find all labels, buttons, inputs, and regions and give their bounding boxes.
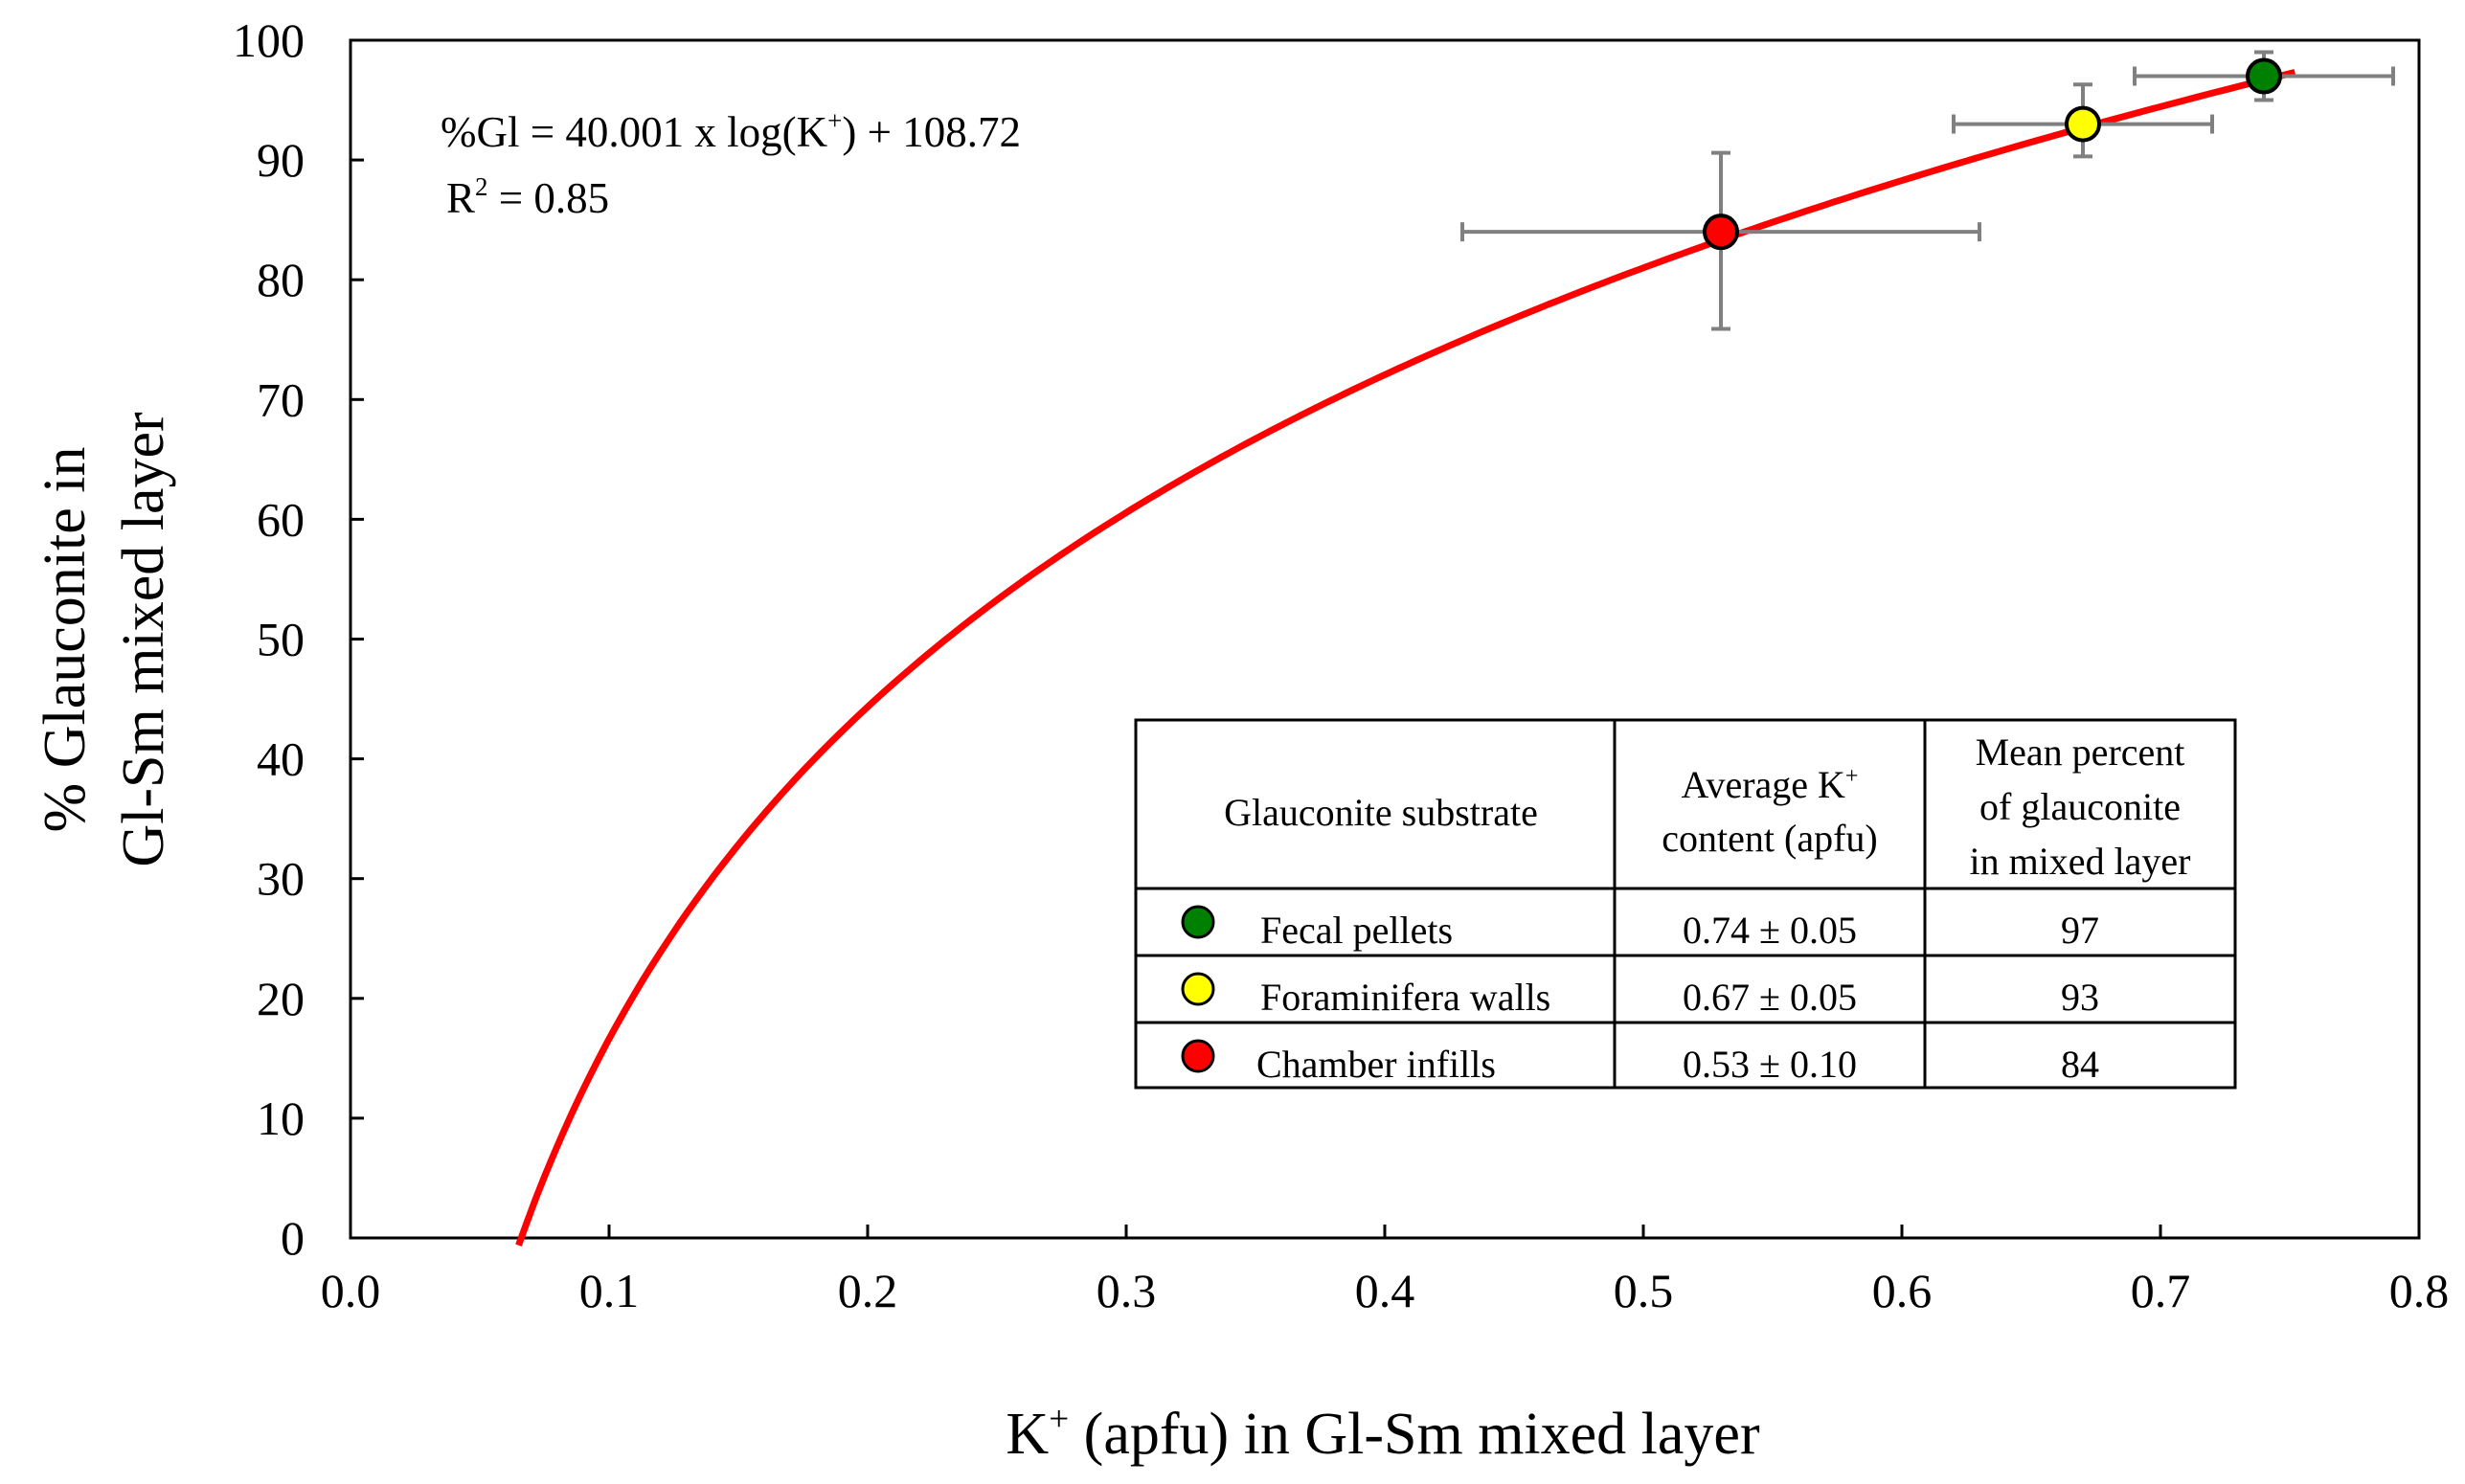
x-tick-label: 0.3 [1097,1264,1157,1317]
table-cell-substrate: Chamber infills [1256,1043,1496,1086]
data-point-marker [2065,105,2101,143]
x-tick-label: 0.4 [1355,1264,1415,1317]
data-point-group [1952,82,2214,159]
table-header-pct-line2: of glauconite [1979,785,2181,828]
x-tick-label: 0.2 [838,1264,898,1317]
x-tick-label: 0.8 [2389,1264,2450,1317]
fit-r-squared: R2 = 0.85 [446,172,609,222]
x-tick-label: 0.1 [579,1264,640,1317]
table-cell-substrate: Foraminifera walls [1260,976,1550,1019]
x-tick-label: 0.0 [321,1264,381,1317]
fit-curve [515,69,2296,1247]
y-tick-label: 60 [257,492,305,546]
data-point-group [1460,150,1981,331]
y-tick-label: 50 [257,613,305,666]
y-tick-label: 40 [257,732,305,786]
y-tick-label: 80 [257,253,305,306]
y-tick-label: 30 [257,852,305,906]
data-points [1460,50,2395,331]
legend-table: Glauconite substrate Average K+ content … [1134,718,2237,1090]
x-tick-label: 0.7 [2131,1264,2191,1317]
y-tick-label: 100 [233,13,305,67]
table-header-k-line2: content (apfu) [1662,817,1877,860]
table-cell-substrate: Fecal pellets [1260,909,1453,952]
y-axis-ticks: 0 10 20 30 40 50 60 70 80 90 100 [233,13,364,1265]
y-tick-label: 10 [257,1091,305,1145]
x-tick-label: 0.6 [1872,1264,1933,1317]
y-tick-label: 70 [257,372,305,426]
y-tick-label: 20 [257,972,305,1025]
table-cell-k: 0.67 ± 0.05 [1683,976,1857,1019]
table-cell-k: 0.74 ± 0.05 [1683,909,1857,952]
table-header-k-line1: Average K+ [1682,763,1859,806]
table-border [1134,718,2237,1090]
table-cell-pct: 84 [2061,1043,2099,1086]
x-tick-label: 0.5 [1614,1264,1674,1317]
table-header-pct-line3: in mixed layer [1969,840,2190,883]
y-tick-label: 0 [281,1211,305,1265]
y-axis-title-line2: Gl-Sm mixed layer [111,412,176,867]
y-axis-title-line1: % Glauconite in [33,447,98,833]
table-marker-fecal-pellets [1181,905,1215,939]
table-marker-chamber-infills [1181,1039,1215,1073]
table-cell-pct: 93 [2061,976,2099,1019]
table-header-substrate: Glauconite substrate [1224,791,1538,834]
x-axis-title: K+ (apfu) in Gl-Sm mixed layer [1006,1400,1760,1467]
data-point-marker [1703,214,1739,251]
fit-equation: %Gl = 40.001 x log(K+) + 108.72 [441,106,1021,156]
y-tick-label: 90 [257,133,305,187]
table-cell-pct: 97 [2061,909,2099,952]
table-cell-k: 0.53 ± 0.10 [1683,1043,1857,1086]
data-point-group [2133,50,2395,102]
table-marker-foraminifera-walls [1181,972,1215,1006]
x-axis-ticks: 0.0 0.1 0.2 0.3 0.4 0.5 0.6 0.7 0.8 [321,1225,2450,1317]
data-point-marker [2246,57,2282,95]
table-header-pct-line1: Mean percent [1976,731,2185,774]
